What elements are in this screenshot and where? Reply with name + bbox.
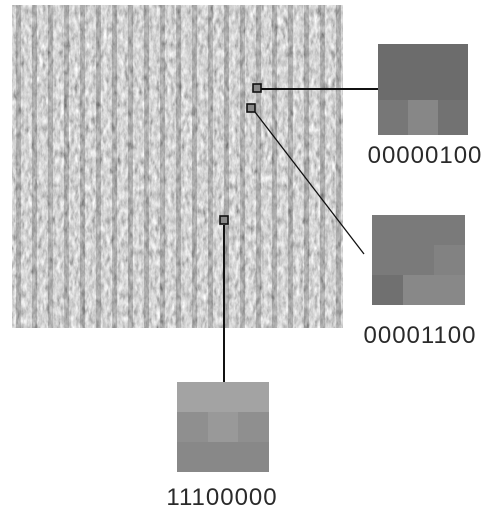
patch-2 (372, 215, 465, 305)
patch-label: 00000100 (368, 142, 483, 169)
page: 00000100 00001100 11100000 (() => { cons… (0, 0, 497, 515)
patch-label: 11100000 (166, 484, 277, 511)
patch-1 (378, 44, 468, 135)
diagram: 00000100 00001100 11100000 (0, 0, 497, 515)
texture-image (12, 5, 343, 328)
patch-label: 00001100 (364, 322, 477, 349)
patch-3 (177, 382, 269, 472)
